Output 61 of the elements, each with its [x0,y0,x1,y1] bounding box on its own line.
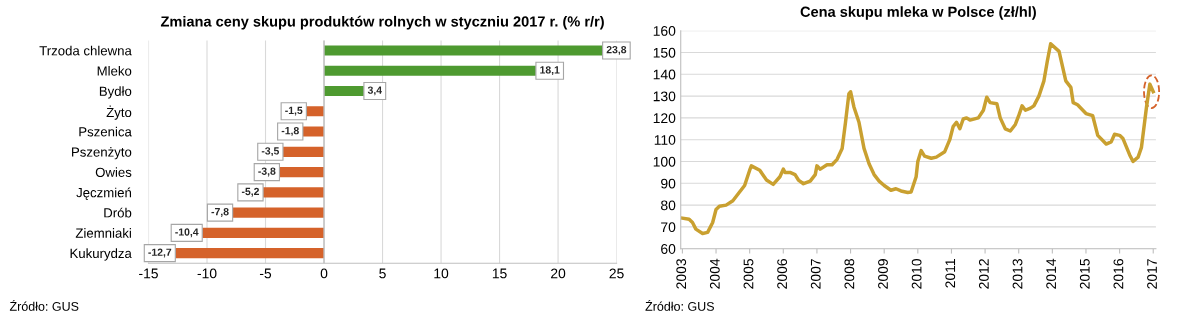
y-tick-label: Trzoda chlewna [39,45,132,56]
chart-title: Cena skupu mleka w Polsce (zł/hl) [800,6,1036,20]
y-tick-label: Pszenżyto [72,147,132,160]
x-tick-label: 2009 [878,259,888,289]
x-tick-label: 2016 [1113,259,1124,289]
x-tick-label: 2003 [676,259,687,289]
x-tick-label: 25 [609,268,624,279]
y-tick-label: 80 [661,200,676,211]
y-tick-label: 90 [661,178,676,189]
x-tick-label: 2017 [1147,259,1157,289]
y-tick-label: 130 [653,91,676,102]
data-label: 3,4 [367,86,382,96]
text: Źródło: GUS [9,299,79,311]
text: Źródło: GUS [645,299,714,311]
x-tick-label: 10 [434,268,449,279]
x-tick-label: 20 [551,268,566,279]
x-tick-label: 2015 [1079,259,1090,289]
y-tick-label: 120 [653,113,676,124]
data-label: -12,7 [148,248,172,258]
y-tick-label: Bydło [99,86,132,99]
x-tick-label: 2014 [1046,258,1057,289]
data-label: -1,8 [281,126,299,136]
chart-title: Zmiana ceny skupu produktów rolnych w styczniu 2017 r. (% r/r) [160,15,604,30]
x-tick-label: 2004 [709,258,720,289]
y-tick-label: Jęczmień [76,187,132,200]
data-label: -1,5 [285,106,303,116]
x-tick-label: -10 [197,268,217,279]
y-tick-label: 60 [661,244,676,254]
y-tick-label: Mleko [97,65,132,76]
x-tick-label: 2012 [978,259,989,289]
x-tick-label: 0 [320,268,328,279]
x-tick-label: -5 [259,268,272,279]
y-tick-label: Owies [95,167,132,177]
x-tick-label: 2010 [911,258,922,289]
y-tick-label: 160 [653,26,676,36]
data-label: 23,8 [606,45,627,55]
y-tick-label: 140 [653,69,676,80]
data-label: -3,5 [261,147,280,157]
data-label: -3,8 [258,167,276,177]
x-tick-label: 2011 [945,259,956,288]
data-label: -10,4 [175,228,199,238]
y-tick-label: Kukurydza [70,248,132,261]
x-tick-label: -15 [139,268,158,279]
y-tick-label: Drób [104,207,132,218]
data-label: 18,1 [540,66,560,76]
y-tick-label: 100 [653,156,676,167]
x-tick-label: 5 [379,268,386,279]
y-tick-label: 70 [661,222,676,233]
x-tick-label: 2008 [844,259,855,289]
y-tick-label: Ziemniaki [75,228,131,238]
x-tick-label: 15 [492,268,507,279]
x-tick-label: 2005 [743,259,754,289]
y-tick-label: Żyto [106,105,132,120]
y-tick-label: Pszenica [79,126,132,137]
data-label: -7,8 [211,208,229,217]
x-tick-label: 2006 [777,259,788,289]
y-tick-label: 110 [654,135,676,145]
data-label: -5,2 [241,187,260,197]
y-tick-label: 150 [653,47,676,58]
x-tick-label: 2013 [1012,259,1023,289]
x-tick-label: 2007 [810,259,821,289]
